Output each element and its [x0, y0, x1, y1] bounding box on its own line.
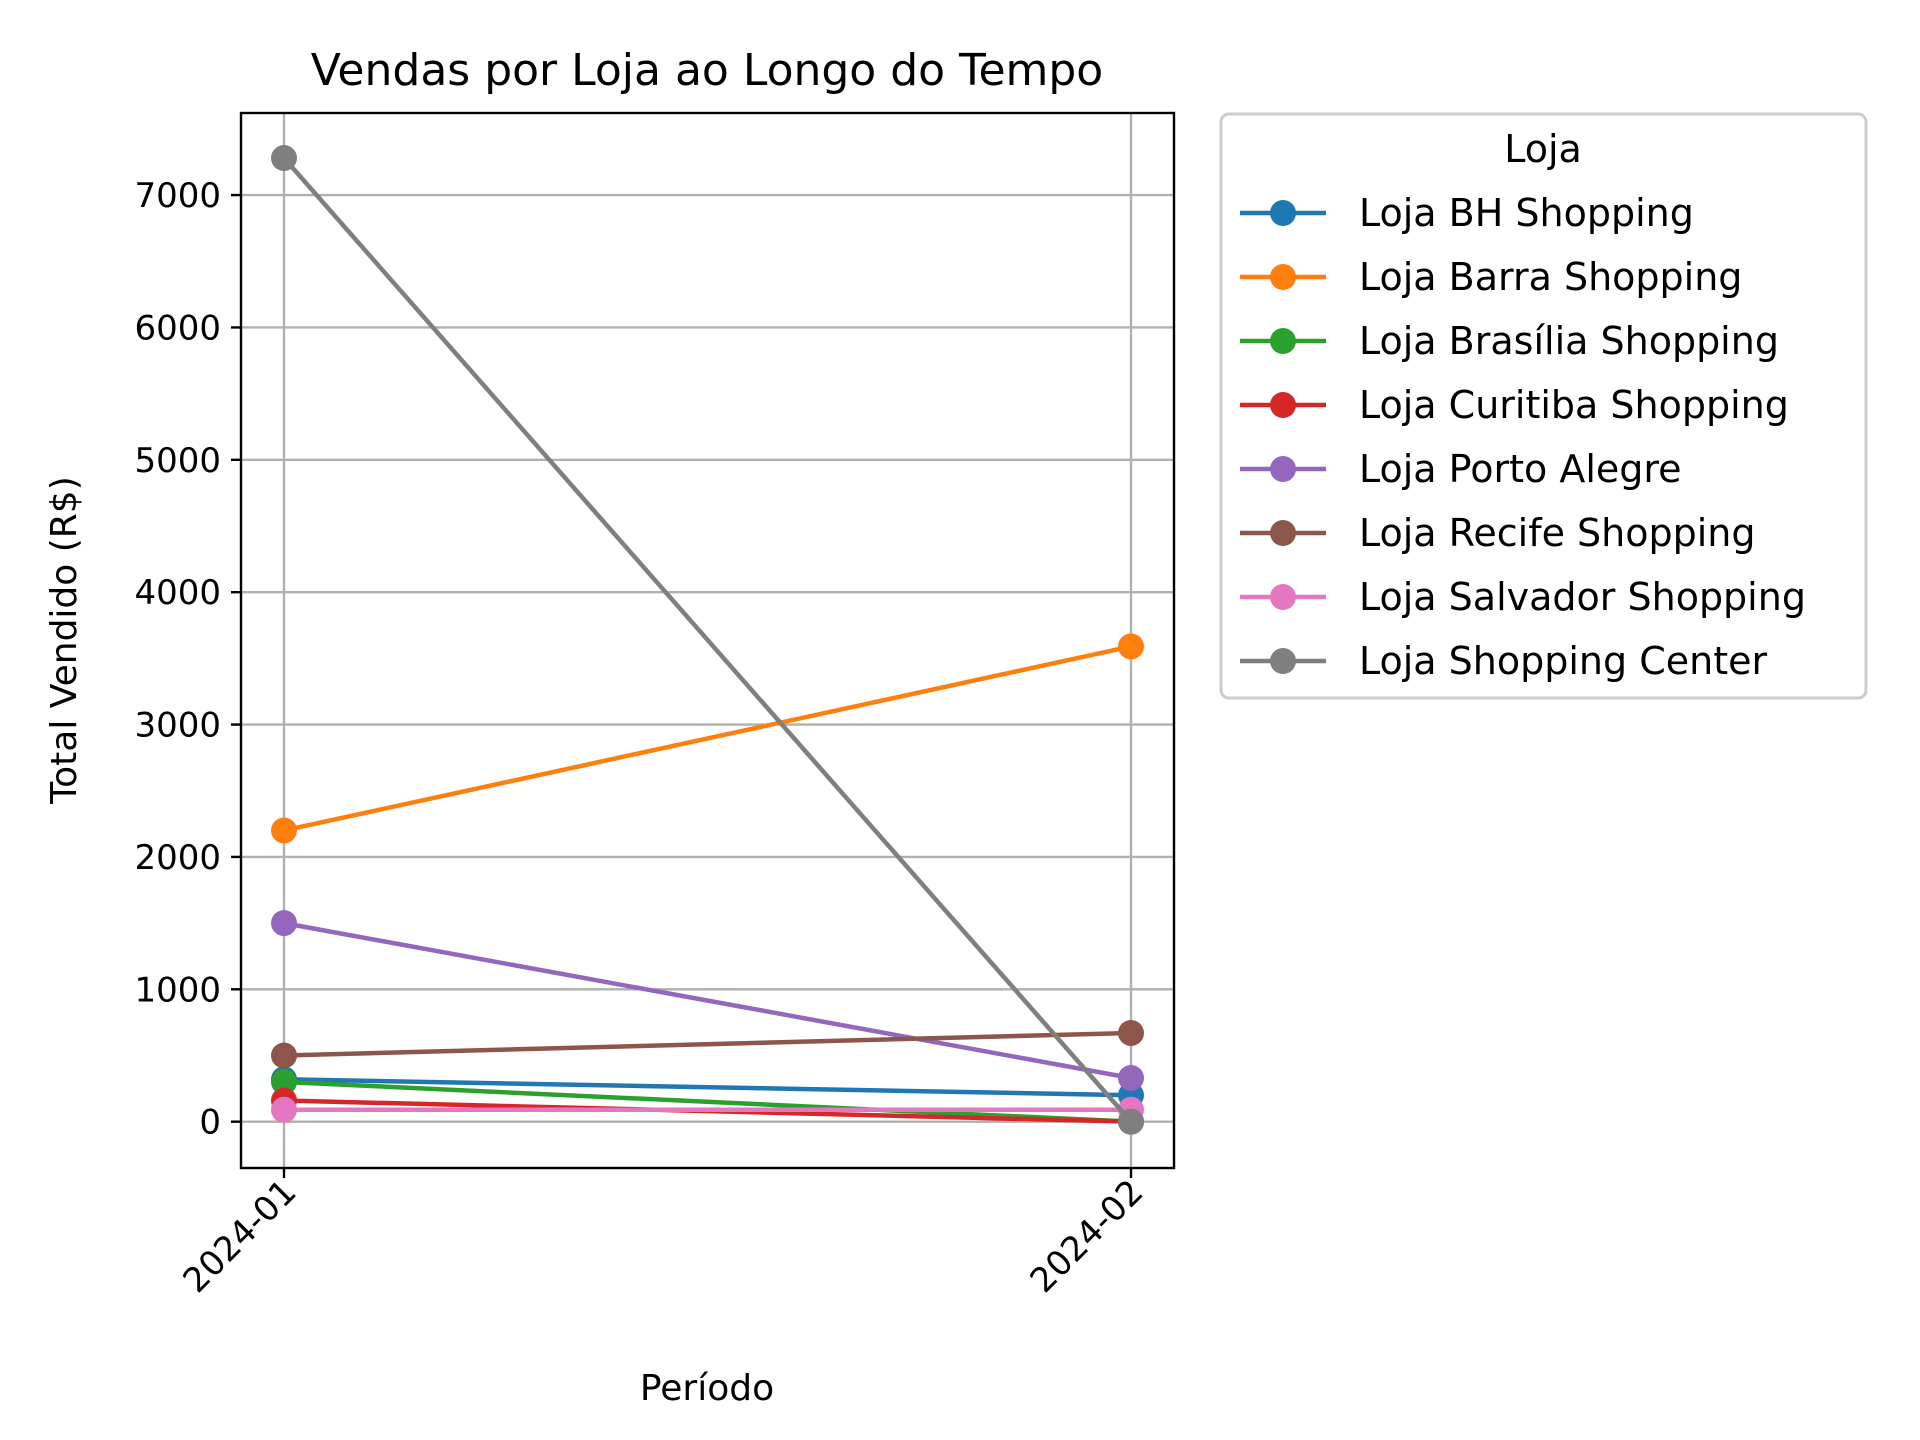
data-point: [271, 145, 297, 172]
legend-item: Loja Brasília Shopping: [1240, 319, 1779, 363]
tick-layer: 0 1000 2000 3000 4000 5000 6000 7000 2024-01 2024…: [134, 176, 1151, 1301]
legend-item: Loja Recife Shopping: [1240, 511, 1756, 555]
legend-label: Loja Salvador Shopping: [1359, 575, 1806, 619]
series-line: [283, 1030, 1132, 1058]
x-tick-label: 2024-02: [1023, 1172, 1152, 1301]
series-line: [283, 1079, 1132, 1124]
y-tick-label: 6000: [134, 308, 221, 348]
y-tick-label: 7000: [134, 176, 221, 216]
data-point: [271, 910, 297, 937]
series-loja-shopping-center: [271, 145, 1144, 1135]
y-tick-label: 5000: [134, 441, 221, 481]
legend-marker: [1270, 520, 1296, 546]
series-line: [283, 920, 1132, 1081]
legend-items: Loja BH Shopping Loja Barra Shopping Loja …: [1240, 191, 1806, 683]
data-point: [271, 1042, 297, 1069]
legend: Loja Loja BH Shopping Loja Barra Shopping…: [1219, 112, 1868, 700]
x-axis-label: Período: [640, 1368, 774, 1409]
legend-label: Loja Shopping Center: [1359, 639, 1767, 683]
legend-title: Loja: [1504, 127, 1582, 171]
y-tick-label: 3000: [134, 706, 221, 746]
data-point: [271, 817, 297, 844]
legend-item: Loja Porto Alegre: [1240, 447, 1682, 491]
legend-marker: [1270, 200, 1296, 226]
y-tick-label: 1000: [134, 970, 221, 1010]
legend-marker: [1270, 456, 1296, 482]
legend-box: [1219, 112, 1868, 700]
legend-label: Loja Recife Shopping: [1359, 511, 1756, 555]
legend-marker: [1270, 648, 1296, 674]
chart-title: Vendas por Loja ao Longo do Tempo: [311, 45, 1103, 96]
data-point: [271, 1096, 297, 1123]
series-line: [283, 644, 1132, 833]
legend-item: Loja BH Shopping: [1240, 191, 1694, 235]
y-tick-label: 4000: [134, 573, 221, 613]
series-layer: [271, 145, 1144, 1135]
data-point: [1118, 1108, 1144, 1135]
legend-item: Loja Barra Shopping: [1240, 255, 1742, 299]
legend-label: Loja BH Shopping: [1359, 191, 1694, 235]
legend-marker: [1270, 584, 1296, 610]
y-axis-label: Total Vendido (R$): [44, 476, 85, 805]
legend-label: Loja Curitiba Shopping: [1359, 383, 1789, 427]
data-point: [271, 1068, 297, 1095]
series-loja-recife-shopping: [271, 1019, 1144, 1069]
data-point: [1118, 633, 1144, 660]
legend-label: Loja Barra Shopping: [1359, 255, 1742, 299]
legend-item: Loja Curitiba Shopping: [1240, 383, 1789, 427]
legend-label: Loja Porto Alegre: [1359, 447, 1682, 491]
legend-marker: [1270, 392, 1296, 418]
legend-label: Loja Brasília Shopping: [1359, 319, 1779, 363]
data-point: [1118, 1064, 1144, 1091]
y-tick-label: 0: [199, 1103, 221, 1143]
y-tick-label: 2000: [134, 838, 221, 878]
series-line: [283, 1077, 1132, 1098]
grid-layer: [241, 113, 1174, 1168]
legend-item: Loja Shopping Center: [1240, 639, 1767, 683]
data-point: [1118, 1019, 1144, 1046]
series-line: [282, 156, 1133, 1124]
legend-item: Loja Salvador Shopping: [1240, 575, 1806, 619]
legend-marker: [1270, 328, 1296, 354]
x-tick-label: 2024-01: [176, 1172, 305, 1301]
plot-frame: [239, 111, 1176, 1170]
series-loja-barra-shopping: [271, 633, 1144, 844]
series-loja-porto-alegre: [271, 910, 1144, 1091]
legend-marker: [1270, 264, 1296, 290]
